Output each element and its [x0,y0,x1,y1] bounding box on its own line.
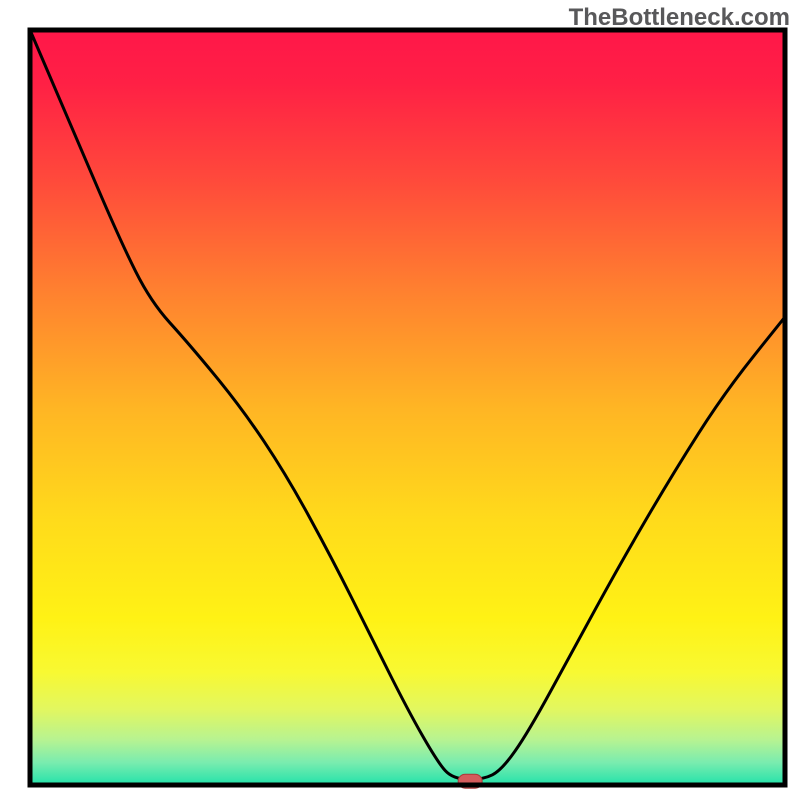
chart-container: TheBottleneck.com [0,0,800,800]
plot-background [30,30,785,785]
bottleneck-chart [0,0,800,800]
